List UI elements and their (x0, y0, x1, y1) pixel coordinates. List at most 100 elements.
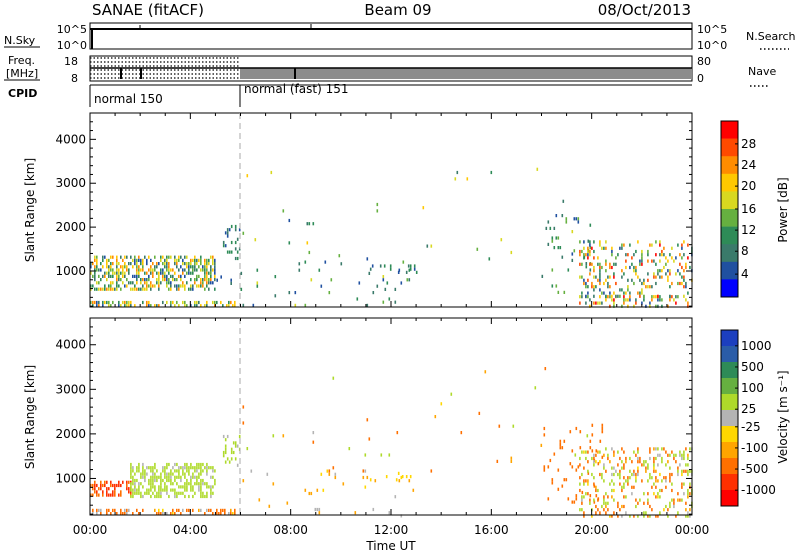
rti-cell (593, 269, 595, 273)
rti-cell (597, 498, 599, 502)
rti-cell (184, 475, 186, 479)
rti-cell (154, 488, 156, 492)
rti-cell (649, 504, 651, 509)
rti-cell (308, 222, 311, 226)
rti-cell (611, 472, 613, 477)
rti-cell (166, 265, 168, 269)
rti-cell (146, 278, 148, 282)
colorbar-block (721, 458, 738, 475)
rti-cell (122, 258, 124, 262)
rti-cell (120, 287, 122, 291)
rti-cell (647, 501, 649, 505)
rti-cell (228, 300, 230, 305)
rti-cell (234, 300, 236, 305)
rti-cell (100, 483, 102, 488)
rti-cell (166, 488, 168, 492)
rti-cell (226, 457, 229, 461)
rti-cell (116, 262, 118, 266)
rti-cell (551, 284, 554, 288)
rti-cell (402, 260, 405, 264)
rti-cell (681, 281, 683, 286)
rti-cell (164, 271, 166, 275)
rti-cell (665, 479, 667, 483)
rti-cell (543, 468, 546, 472)
colorbar-tick-label: 25 (741, 402, 756, 416)
rti-cell (617, 472, 619, 477)
rti-cell (639, 259, 641, 263)
rti-cell (144, 478, 146, 483)
rti-cell (252, 303, 255, 307)
rti-cell (380, 453, 383, 457)
rti-cell (577, 465, 580, 469)
rti-cell (589, 298, 591, 302)
rti-cell (230, 224, 233, 229)
time-xlabel: Time UT (365, 539, 416, 553)
rti-cell (631, 485, 633, 489)
rti-cell (563, 439, 566, 443)
rti-cell (152, 262, 154, 266)
rti-cell (186, 262, 188, 266)
rti-cell (274, 294, 277, 298)
rti-cell (599, 450, 601, 454)
rti-cell (190, 284, 192, 288)
rti-cell (579, 476, 581, 480)
rti-cell (94, 268, 96, 272)
rti-cell (601, 246, 603, 250)
rti-cell (172, 278, 174, 282)
rti-cell (587, 291, 589, 295)
cpid-mode-fast: normal (fast) 151 (244, 82, 348, 96)
rti-cell (611, 298, 613, 302)
rti-cell (118, 274, 120, 278)
rti-cell (611, 249, 613, 254)
x-tick-label: 00:00 (73, 523, 108, 537)
rti-cell (186, 466, 188, 470)
rti-cell (581, 291, 583, 295)
rti-cell (597, 488, 599, 493)
rti-cell (138, 512, 140, 516)
rti-cell (657, 495, 659, 499)
rti-cell (136, 274, 138, 278)
rti-cell (641, 291, 643, 295)
rti-cell (569, 462, 572, 466)
rti-cell (228, 228, 231, 232)
rti-cell (605, 259, 607, 263)
rti-cell (413, 267, 416, 271)
rti-cell (182, 284, 184, 288)
rti-cell (94, 480, 96, 484)
rti-cell (655, 447, 657, 451)
rti-cell (637, 469, 639, 473)
rti-cell (202, 482, 204, 486)
rti-cell (228, 512, 230, 516)
rti-cell (212, 475, 214, 479)
rti-cell (488, 257, 491, 261)
rti-cell (114, 287, 116, 291)
rti-cell (683, 253, 685, 257)
rti-cell (238, 228, 241, 232)
rti-cell (386, 281, 389, 285)
rti-cell (214, 262, 216, 266)
rti-cell (376, 209, 379, 213)
rti-cell (96, 265, 98, 269)
rti-cell (683, 482, 685, 486)
rti-cell (190, 262, 192, 266)
rti-cell (320, 472, 323, 476)
rti-cell (643, 278, 645, 282)
rti-cell (655, 240, 657, 244)
rti-cell (595, 453, 597, 457)
rti-cell (154, 472, 156, 476)
rti-cell (230, 250, 233, 254)
rti-cell (164, 482, 166, 486)
rti-cell (106, 493, 108, 497)
rti-cell (611, 294, 613, 298)
rti-cell (118, 304, 120, 308)
rti-cell (581, 490, 584, 495)
rti-cell (158, 271, 160, 275)
rti-cell (388, 297, 391, 301)
rti-cell (234, 512, 236, 516)
rti-cell (94, 300, 96, 305)
rti-cell (188, 262, 190, 266)
rti-cell (609, 482, 611, 486)
rti-cell (112, 271, 114, 275)
rti-cell (180, 512, 182, 516)
